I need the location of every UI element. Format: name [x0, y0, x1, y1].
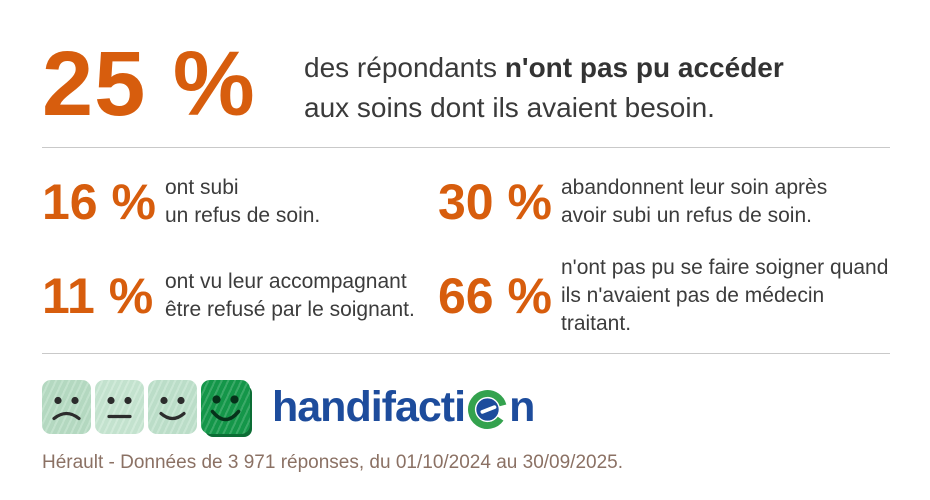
smiley-big-smile-icon [201, 380, 250, 434]
headline-line1: des répondants n'ont pas pu accéder [304, 48, 784, 88]
smiley-sad-icon [42, 380, 91, 434]
stat-abandon-apres-refus: 30 % abandonnent leur soin après avoir s… [438, 174, 890, 230]
stat-description-line1: abandonnent leur soin après [561, 176, 828, 199]
stat-description: abandonnent leur soin après avoir subi u… [561, 174, 827, 230]
stat-percentage: 16 % [42, 174, 156, 230]
handifaction-logo: handifacti n [42, 380, 890, 434]
headline-text-bold: n'ont pas pu accéder [504, 52, 784, 83]
headline-section: 25 % des répondants n'ont pas pu accéder… [42, 36, 890, 132]
stat-description: n'ont pas pu se faire soigner quand ils … [561, 254, 890, 338]
stat-description-line1: ont vu leur accompagnant [165, 270, 407, 293]
stat-description: ont vu leur accompagnant être refusé par… [165, 268, 415, 324]
stat-sans-medecin-traitant: 66 % n'ont pas pu se faire soigner quand… [438, 254, 890, 338]
stat-percentage: 66 % [438, 268, 552, 324]
headline-percentage: 25 % [42, 33, 256, 135]
smiley-neutral-icon [95, 380, 144, 434]
stat-description-line1: n'ont pas pu se faire soigner quand [561, 256, 889, 279]
stat-percentage: 30 % [438, 174, 552, 230]
headline-text: des répondants n'ont pas pu accéder aux … [304, 48, 784, 128]
stat-description-line2: avoir subi un refus de soin. [561, 204, 812, 227]
headline-text-normal: des répondants [304, 52, 505, 83]
wordmark-text-pre: handifacti [272, 382, 466, 431]
stat-description-line2: être refusé par le soignant. [165, 298, 415, 321]
stats-grid: 16 % ont subi un refus de soin. 30 % aba… [42, 174, 890, 338]
handifaction-wordmark: handifacti n [272, 382, 535, 432]
wordmark-text-post: n [509, 382, 535, 431]
headline-line2: aux soins dont ils avaient besoin. [304, 92, 715, 123]
divider-top [42, 147, 890, 148]
smiley-tiles [42, 380, 250, 434]
stat-description-line2: ils n'avaient pas de médecin traitant. [561, 284, 825, 335]
stat-description-line1: ont subi [165, 176, 239, 199]
source-note: Hérault - Données de 3 971 réponses, du … [42, 452, 623, 473]
stat-refus-de-soin: 16 % ont subi un refus de soin. [42, 174, 438, 230]
stat-accompagnant-refuse: 11 % ont vu leur accompagnant être refus… [42, 254, 438, 338]
divider-bottom [42, 353, 890, 354]
smiley-smile-icon [148, 380, 197, 434]
gauge-icon [468, 389, 508, 429]
stat-description: ont subi un refus de soin. [165, 174, 320, 230]
stat-description-line2: un refus de soin. [165, 204, 321, 227]
stat-percentage: 11 % [42, 268, 154, 324]
